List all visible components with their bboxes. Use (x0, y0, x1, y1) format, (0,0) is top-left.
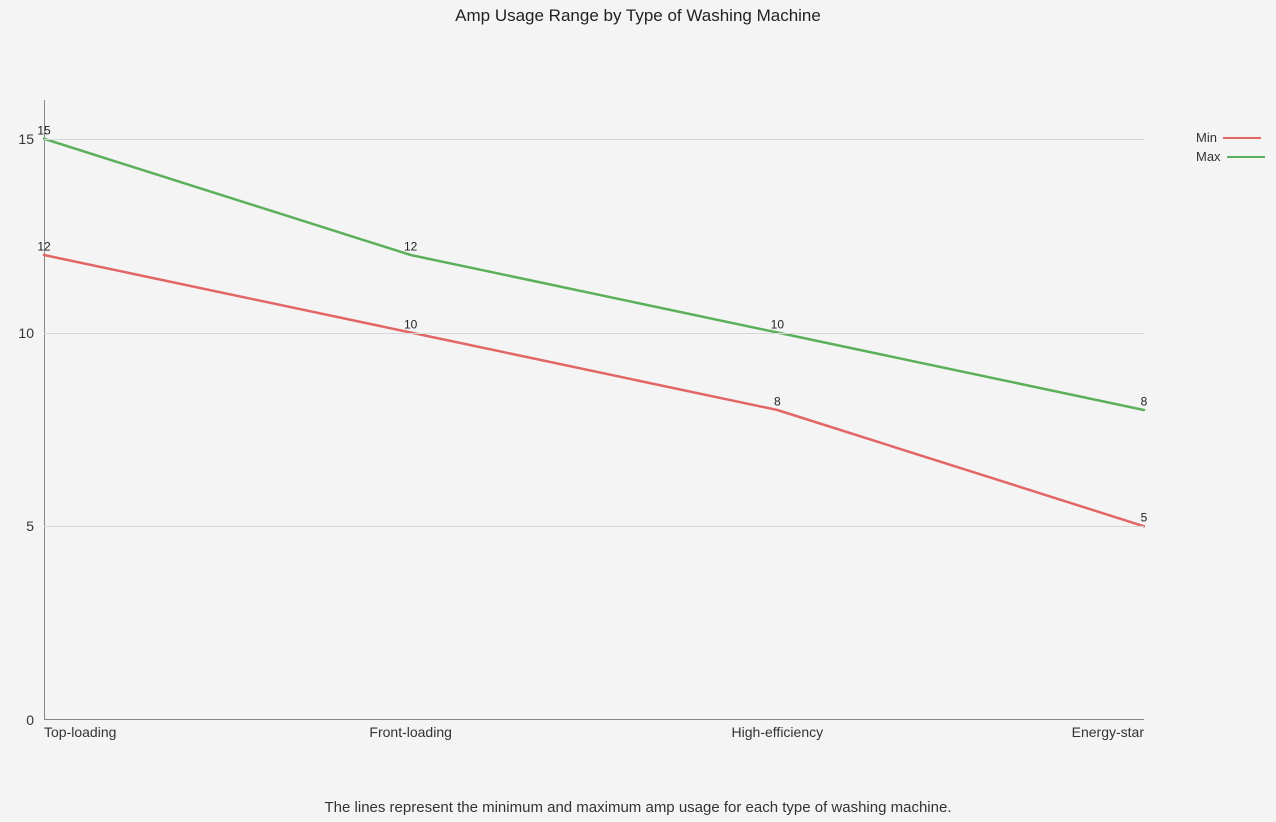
legend-item: Min (1196, 130, 1265, 145)
chart-caption: The lines represent the minimum and maxi… (0, 799, 1276, 816)
plot-area: 051015Top-loadingFront-loadingHigh-effic… (44, 100, 1144, 720)
x-tick-label: Energy-star (1072, 724, 1144, 740)
gridline (44, 526, 1144, 527)
point-label: 10 (771, 317, 784, 331)
y-tick-label: 5 (4, 518, 34, 534)
x-tick-label: High-efficiency (732, 724, 824, 740)
series-line-min (44, 255, 1144, 526)
legend-item: Max (1196, 149, 1265, 164)
point-label: 10 (404, 317, 417, 331)
point-label: 12 (37, 240, 50, 254)
y-tick-label: 15 (4, 131, 34, 147)
legend-swatch (1227, 156, 1265, 158)
gridline (44, 333, 1144, 334)
legend-label: Min (1196, 130, 1217, 145)
x-tick-label: Top-loading (44, 724, 116, 740)
point-label: 12 (404, 240, 417, 254)
point-label: 5 (1141, 511, 1148, 525)
chart-container: Amp Usage Range by Type of Washing Machi… (0, 0, 1276, 822)
legend-label: Max (1196, 149, 1221, 164)
point-label: 15 (37, 123, 50, 137)
point-label: 8 (1141, 395, 1148, 409)
chart-title: Amp Usage Range by Type of Washing Machi… (0, 6, 1276, 26)
chart-lines-svg (44, 100, 1144, 720)
point-label: 8 (774, 395, 781, 409)
series-line-max (44, 139, 1144, 410)
legend: Min Max (1196, 130, 1265, 168)
x-tick-label: Front-loading (369, 724, 452, 740)
gridline (44, 139, 1144, 140)
legend-swatch (1223, 137, 1261, 139)
y-tick-label: 10 (4, 325, 34, 341)
y-tick-label: 0 (4, 712, 34, 728)
